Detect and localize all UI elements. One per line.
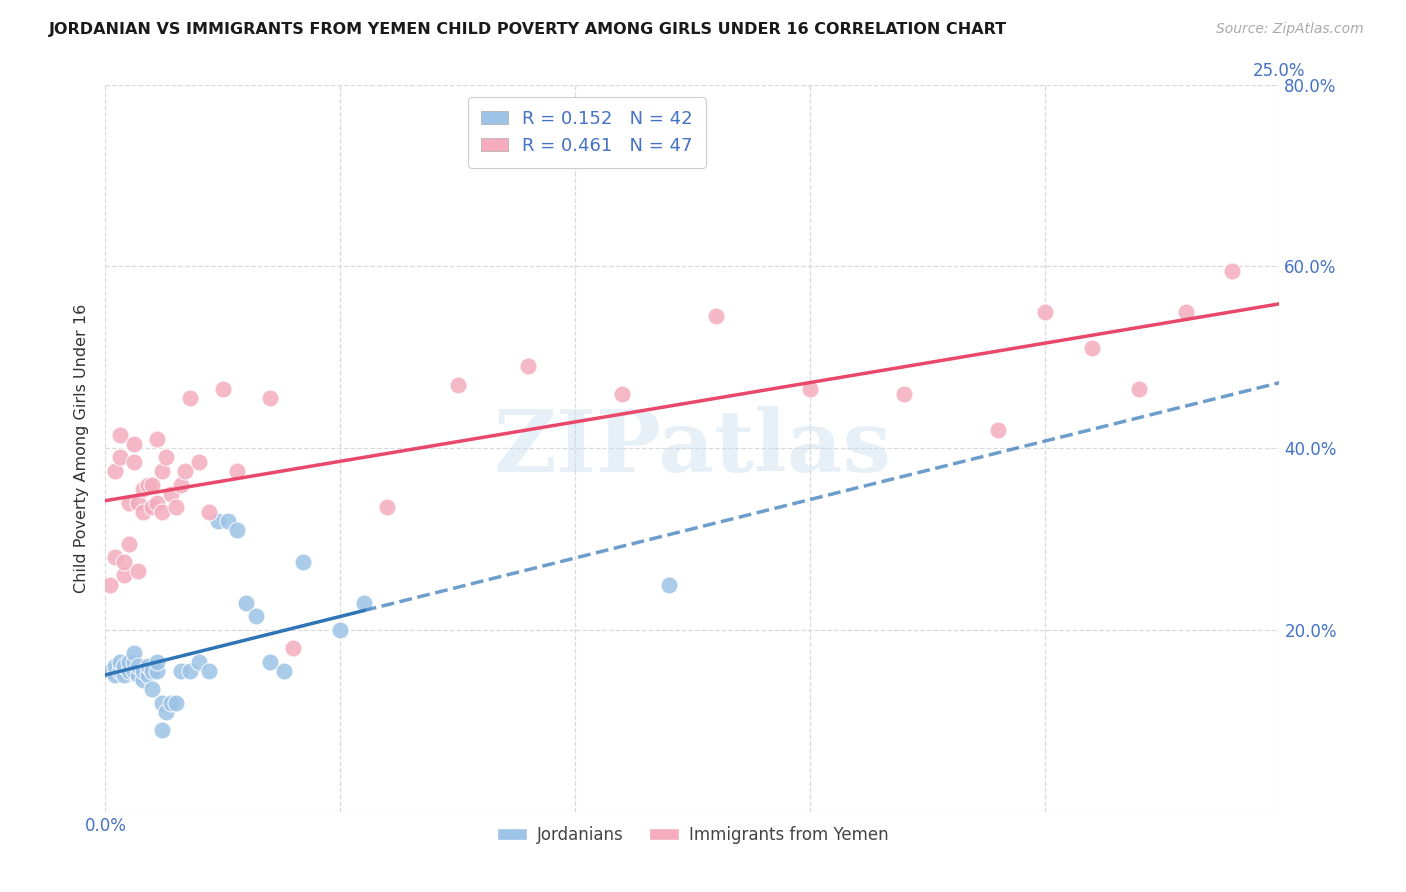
Point — [207, 514, 229, 528]
Point — [799, 382, 821, 396]
Point — [98, 664, 121, 678]
Point — [112, 555, 135, 569]
Point — [146, 496, 169, 510]
Point — [658, 577, 681, 591]
Point — [893, 386, 915, 401]
Point — [353, 596, 375, 610]
Point — [211, 382, 233, 396]
Point — [127, 496, 149, 510]
Point — [179, 664, 201, 678]
Point — [174, 464, 197, 478]
Point — [132, 673, 155, 687]
Point — [150, 696, 173, 710]
Point — [226, 464, 249, 478]
Point — [610, 386, 633, 401]
Point — [122, 664, 145, 678]
Text: ZIPatlas: ZIPatlas — [494, 406, 891, 491]
Point — [188, 655, 211, 669]
Point — [150, 723, 173, 737]
Point — [517, 359, 540, 374]
Point — [122, 436, 145, 450]
Point — [136, 668, 159, 682]
Point — [127, 659, 149, 673]
Text: JORDANIAN VS IMMIGRANTS FROM YEMEN CHILD POVERTY AMONG GIRLS UNDER 16 CORRELATIO: JORDANIAN VS IMMIGRANTS FROM YEMEN CHILD… — [49, 22, 1007, 37]
Point — [118, 496, 141, 510]
Point — [104, 550, 127, 565]
Point — [136, 477, 159, 491]
Point — [108, 664, 131, 678]
Point — [108, 450, 131, 465]
Point — [1174, 305, 1197, 319]
Text: Source: ZipAtlas.com: Source: ZipAtlas.com — [1216, 22, 1364, 37]
Point — [217, 514, 239, 528]
Point — [141, 681, 163, 696]
Point — [259, 655, 281, 669]
Point — [155, 450, 177, 465]
Point — [104, 668, 127, 682]
Point — [197, 505, 219, 519]
Point — [1222, 264, 1244, 278]
Y-axis label: Child Poverty Among Girls Under 16: Child Poverty Among Girls Under 16 — [75, 303, 90, 593]
Point — [98, 577, 121, 591]
Point — [1033, 305, 1056, 319]
Point — [141, 664, 163, 678]
Point — [146, 655, 169, 669]
Point — [150, 505, 173, 519]
Point — [122, 646, 145, 660]
Point — [132, 482, 155, 496]
Point — [179, 391, 201, 405]
Point — [127, 564, 149, 578]
Point — [141, 500, 163, 515]
Point — [160, 696, 183, 710]
Point — [273, 664, 295, 678]
Point — [132, 664, 155, 678]
Point — [112, 659, 135, 673]
Point — [150, 464, 173, 478]
Point — [112, 668, 135, 682]
Point — [141, 477, 163, 491]
Point — [146, 664, 169, 678]
Legend: Jordanians, Immigrants from Yemen: Jordanians, Immigrants from Yemen — [491, 820, 894, 851]
Point — [188, 455, 211, 469]
Point — [127, 668, 149, 682]
Point — [104, 464, 127, 478]
Point — [146, 432, 169, 446]
Point — [112, 568, 135, 582]
Point — [375, 500, 398, 515]
Point — [165, 500, 187, 515]
Point — [329, 623, 352, 637]
Point — [283, 641, 305, 656]
Point — [226, 523, 249, 537]
Point — [169, 664, 191, 678]
Point — [291, 555, 314, 569]
Point — [108, 655, 131, 669]
Point — [197, 664, 219, 678]
Point — [245, 609, 267, 624]
Point — [704, 310, 727, 324]
Point — [169, 477, 191, 491]
Point — [122, 455, 145, 469]
Point — [259, 391, 281, 405]
Point — [447, 377, 470, 392]
Point — [1080, 341, 1102, 355]
Point — [104, 659, 127, 673]
Point — [155, 705, 177, 719]
Point — [118, 655, 141, 669]
Point — [108, 427, 131, 442]
Point — [118, 664, 141, 678]
Point — [122, 655, 145, 669]
Point — [165, 696, 187, 710]
Point — [235, 596, 257, 610]
Point — [132, 505, 155, 519]
Point — [118, 536, 141, 550]
Point — [160, 486, 183, 500]
Point — [1128, 382, 1150, 396]
Point — [136, 659, 159, 673]
Point — [987, 423, 1010, 437]
